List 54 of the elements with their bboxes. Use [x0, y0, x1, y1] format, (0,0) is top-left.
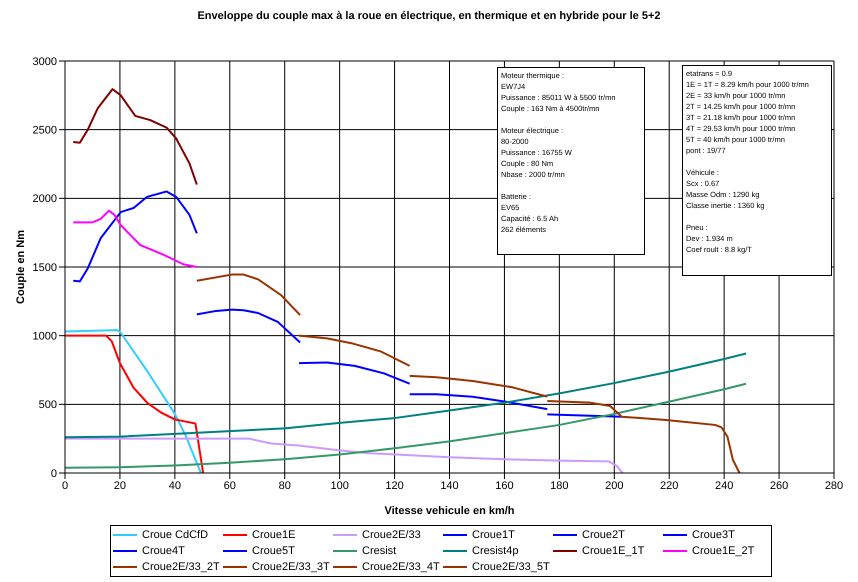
x-tick-label: 260: [770, 480, 788, 492]
legend-label: Croue2E/33_4T: [362, 561, 440, 573]
line-series: [72, 88, 198, 186]
x-tick-label: 60: [224, 480, 236, 492]
legend-label: Croue2E/33: [362, 529, 421, 541]
y-tick-label: 1500: [32, 262, 57, 274]
x-tick-label: 280: [824, 480, 844, 492]
line-series: [196, 308, 302, 344]
x-tick-label: 220: [660, 480, 678, 492]
x-tick-label: 160: [495, 480, 514, 492]
legend-label: Croue1E_2T: [692, 545, 754, 557]
x-tick-label: 40: [168, 480, 181, 492]
x-tick-label: 80: [278, 480, 291, 492]
legend-label: Croue2T: [582, 529, 625, 541]
legend-label: Croue2E/33_3T: [252, 561, 330, 573]
x-tick-label: 240: [714, 480, 734, 492]
x-tick-label: 20: [114, 480, 126, 492]
legend-label: Croue5T: [252, 545, 295, 557]
x-tick-label: 200: [605, 480, 624, 492]
x-tick-label: 100: [330, 480, 349, 492]
legend-label: Croue1E_1T: [582, 545, 644, 557]
x-tick-label: 120: [385, 480, 404, 492]
legend-label: Croue4T: [142, 545, 185, 557]
legend-label: Croue2E/33_2T: [142, 561, 220, 573]
line-series: [65, 352, 748, 438]
line-series: [72, 190, 198, 282]
legend-label: Cresist: [362, 545, 396, 557]
chart-title: Enveloppe du couple max à la roue en électrique, en thermique et en hybride pour le 5+2: [196, 10, 662, 22]
line-series: [196, 274, 302, 316]
line-series: [65, 382, 748, 469]
y-tick-label: 1000: [32, 330, 57, 343]
legend-label: Croue1E: [252, 529, 296, 541]
x-tick-label: 180: [550, 480, 569, 492]
y-tick-label: 500: [38, 399, 57, 412]
y-axis-title: Couple en Nm: [14, 230, 27, 304]
line-series: [408, 374, 548, 398]
line-series: [72, 210, 198, 268]
legend-label: Croue3T: [692, 529, 735, 541]
y-tick-label: 3000: [32, 56, 57, 68]
legend-label: Croue CdCfD: [142, 529, 208, 541]
x-axis-title: Vitesse vehicule en km/h: [384, 505, 515, 517]
y-tick-label: 2500: [32, 124, 57, 137]
y-tick-label: 2000: [32, 193, 57, 206]
legend-label: Cresist4p: [472, 545, 518, 557]
legend-label: Croue2E/33_5T: [472, 561, 550, 573]
line-series: [298, 334, 411, 367]
x-tick-label: 0: [62, 480, 68, 492]
x-tick-label: 140: [440, 480, 459, 492]
legend-label: Croue1T: [472, 529, 515, 541]
line-series: [546, 400, 741, 473]
line-series: [408, 393, 548, 410]
line-series: [65, 438, 624, 473]
y-tick-label: 0: [50, 468, 57, 480]
line-series: [298, 361, 411, 385]
